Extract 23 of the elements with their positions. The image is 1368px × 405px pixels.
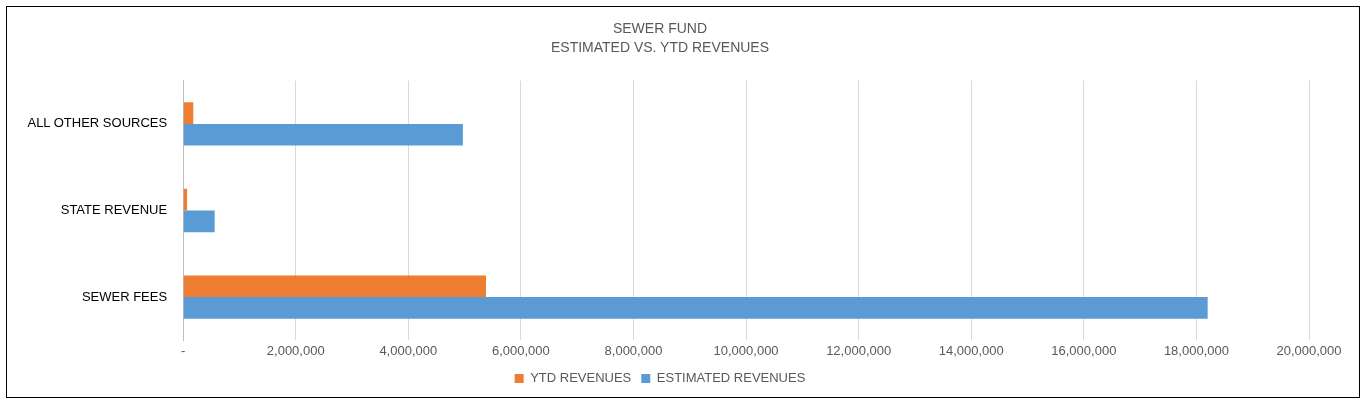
bar: [183, 123, 463, 146]
y-tick-label: SEWER FEES: [81, 288, 168, 304]
bar: [183, 210, 215, 233]
x-tick-label: -: [180, 342, 186, 358]
x-tick-label: 2,000,000: [266, 342, 325, 358]
x-tick-label: 18,000,000: [1163, 342, 1229, 358]
x-tick-label: 6,000,000: [491, 342, 550, 358]
x-tick-label: 10,000,000: [713, 342, 779, 358]
x-tick-label: 8,000,000: [604, 342, 663, 358]
x-tick-label: 4,000,000: [379, 342, 438, 358]
bar: [183, 297, 1208, 319]
x-tick-label: 12,000,000: [826, 342, 892, 358]
chart-subtitle: ESTIMATED VS. YTD REVENUES: [550, 39, 770, 56]
bar: [183, 102, 194, 124]
legend-label: ESTIMATED REVENUES: [656, 370, 806, 386]
x-tick-label: 16,000,000: [1051, 342, 1117, 358]
chart-title: SEWER FUND: [612, 20, 708, 37]
y-tick-label: ALL OTHER SOURCES: [27, 115, 168, 131]
bar: [183, 275, 486, 298]
x-tick-label: 14,000,000: [938, 342, 1004, 358]
y-tick-label: STATE REVENUE: [60, 202, 168, 218]
legend-label: YTD REVENUES: [530, 370, 632, 386]
x-tick-label: 20,000,000: [1276, 342, 1342, 358]
